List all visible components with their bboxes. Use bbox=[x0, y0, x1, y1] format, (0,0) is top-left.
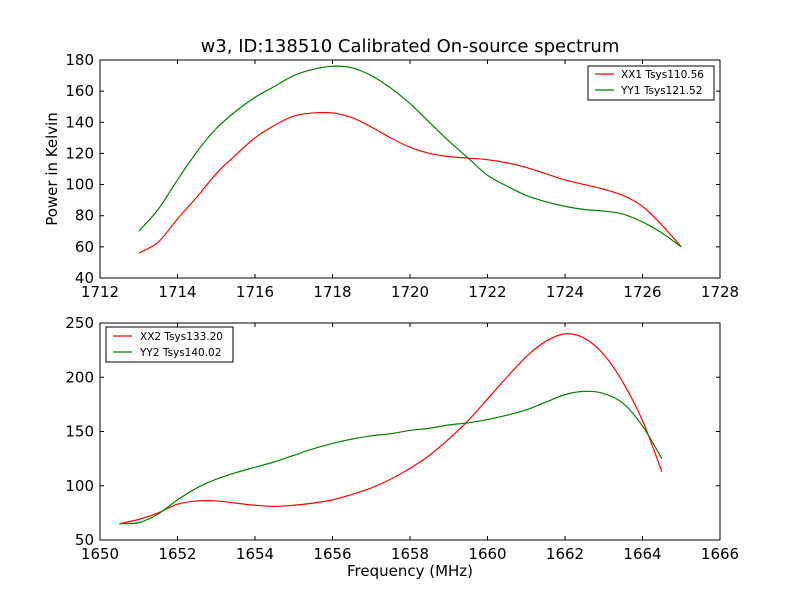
bottom-series-lines bbox=[119, 333, 663, 525]
bottom-series-line-yy bbox=[119, 390, 663, 525]
top-x-tick-label: 1714 bbox=[158, 283, 196, 301]
top-legend-box bbox=[587, 65, 715, 101]
bottom-y-tick-label: 150 bbox=[65, 423, 94, 441]
legend-label-xx1: XX1 Tsys110.56 bbox=[621, 69, 704, 81]
top-y-tick-label: 40 bbox=[75, 269, 94, 287]
top-x-tick-label: 1720 bbox=[391, 283, 429, 301]
top-y-tick-label: 160 bbox=[65, 82, 94, 100]
top-y-tick-label: 120 bbox=[65, 144, 94, 162]
top-x-tick-label: 1718 bbox=[313, 283, 351, 301]
top-series-lines bbox=[138, 65, 682, 254]
legend-label-yy2: YY2 Tsys140.02 bbox=[139, 347, 221, 359]
bottom-x-tick-label: 1656 bbox=[313, 545, 351, 563]
x-axis-label: Frequency (MHz) bbox=[347, 562, 473, 580]
bottom-legend-box bbox=[105, 326, 234, 363]
bottom-y-tick-label: 50 bbox=[75, 531, 94, 549]
top-y-tick-label: 180 bbox=[65, 51, 94, 69]
bottom-x-tick-label: 1654 bbox=[236, 545, 274, 563]
bottom-x-tick-label: 1660 bbox=[468, 545, 506, 563]
top-x-tick-label: 1728 bbox=[701, 283, 739, 301]
bottom-x-tick-label: 1662 bbox=[546, 545, 584, 563]
bottom-x-tick-label: 1650 bbox=[81, 545, 119, 563]
bottom-y-tick-label: 100 bbox=[65, 477, 94, 495]
top-x-tick-label: 1722 bbox=[468, 283, 506, 301]
top-y-tick-label: 60 bbox=[75, 238, 94, 256]
legend-label-yy1: YY1 Tsys121.52 bbox=[620, 85, 702, 97]
bottom-legend: XX2 Tsys133.20 YY2 Tsys140.02 bbox=[105, 326, 234, 363]
top-y-tick-label: 140 bbox=[65, 113, 94, 131]
bottom-x-tick-label: 1652 bbox=[158, 545, 196, 563]
legend-label-xx2: XX2 Tsys133.20 bbox=[140, 331, 223, 343]
bottom-y-tick-label: 250 bbox=[65, 314, 94, 332]
chart-title: w3, ID:138510 Calibrated On-source spect… bbox=[201, 36, 620, 57]
top-y-axis-label: Power in Kelvin bbox=[43, 112, 61, 226]
top-y-tick-label: 80 bbox=[75, 207, 94, 225]
top-x-tick-label: 1712 bbox=[81, 283, 119, 301]
bottom-axis-ticks: 1650 1652 1654 1656 1658 1660 1662 1664 1666 50 10… bbox=[65, 314, 739, 563]
top-series-line-yy bbox=[138, 65, 682, 248]
bottom-x-tick-label: 1658 bbox=[391, 545, 429, 563]
top-axis-ticks: 1712 1714 1716 1718 1720 1722 1724 1726 1728 40 60… bbox=[65, 51, 739, 301]
bottom-y-tick-label: 200 bbox=[65, 368, 94, 386]
bottom-panel: 1650 1652 1654 1656 1658 1660 1662 1664 1666 50 10… bbox=[65, 314, 739, 580]
bottom-series-line-xx bbox=[119, 333, 663, 525]
top-y-tick-label: 100 bbox=[65, 176, 94, 194]
bottom-x-tick-label: 1664 bbox=[623, 545, 661, 563]
top-panel: 1712 1714 1716 1718 1720 1722 1724 1726 1728 40 60… bbox=[43, 51, 739, 301]
bottom-x-tick-label: 1666 bbox=[701, 545, 739, 563]
top-legend: XX1 Tsys110.56 YY1 Tsys121.52 bbox=[587, 65, 715, 101]
top-x-tick-label: 1726 bbox=[623, 283, 661, 301]
top-series-line-xx bbox=[138, 111, 682, 254]
top-x-tick-label: 1724 bbox=[546, 283, 584, 301]
top-x-tick-label: 1716 bbox=[236, 283, 274, 301]
